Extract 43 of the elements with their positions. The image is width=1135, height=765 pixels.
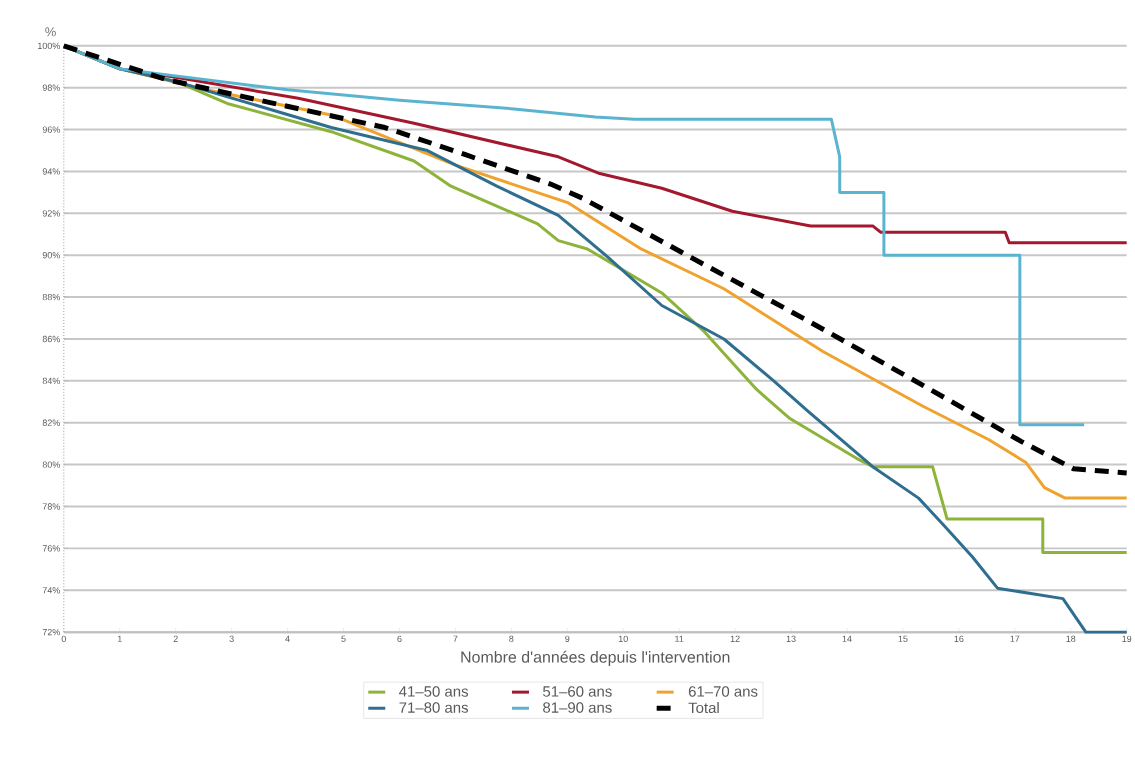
y-tick-label: 72% (42, 629, 60, 636)
x-tick-label: 14 (842, 635, 852, 642)
y-tick-label: 74% (42, 587, 60, 594)
x-tick-label: 4 (285, 635, 290, 642)
y-tick-label: 88% (42, 294, 60, 301)
x-tick-label: 12 (730, 635, 740, 643)
x-tick-label: 10 (618, 635, 628, 643)
legend-label: 41–50 ans (399, 686, 468, 697)
x-tick-label: 11 (675, 635, 684, 642)
x-tick-label: 5 (341, 635, 346, 643)
x-tick-label: 9 (565, 635, 570, 643)
legend-label: 51–60 ans (543, 686, 612, 697)
x-tick-label: 16 (954, 635, 964, 643)
y-tick-label: 96% (42, 126, 60, 133)
y-tick-label: 76% (42, 545, 60, 552)
x-tick-label: 17 (1010, 635, 1020, 642)
x-tick-label: 8 (509, 635, 514, 643)
x-axis-title: Nombre d'années depuis l'intervention (461, 650, 730, 667)
legend-label: Total (688, 702, 719, 714)
y-axis-title: % (45, 27, 56, 37)
y-tick-label: 90% (42, 252, 60, 259)
y-tick-label: 82% (42, 419, 60, 427)
legend-label: 81–90 ans (543, 702, 612, 713)
y-tick-label: 84% (42, 377, 60, 385)
x-tick-label: 3 (229, 635, 234, 643)
legend-label: 61–70 ans (688, 686, 758, 697)
y-tick-label: 80% (42, 461, 60, 468)
x-tick-label: 7 (453, 635, 458, 642)
x-tick-label: 6 (397, 635, 402, 643)
x-tick-label: 19 (1122, 635, 1132, 643)
legend-label: 71–80 ans (399, 702, 468, 713)
y-tick-label: 78% (42, 503, 60, 510)
x-tick-label: 15 (898, 635, 908, 643)
x-tick-label: 18 (1066, 635, 1076, 643)
y-tick-label: 86% (42, 335, 60, 343)
y-tick-label: 100% (38, 42, 60, 50)
y-tick-label: 94% (42, 168, 60, 175)
y-tick-label: 92% (42, 210, 60, 217)
x-tick-label: 13 (786, 635, 796, 643)
y-tick-label: 98% (42, 84, 60, 92)
x-tick-label: 2 (173, 635, 178, 643)
x-tick-label: 1 (117, 635, 122, 642)
x-tick-label: 0 (61, 635, 66, 643)
